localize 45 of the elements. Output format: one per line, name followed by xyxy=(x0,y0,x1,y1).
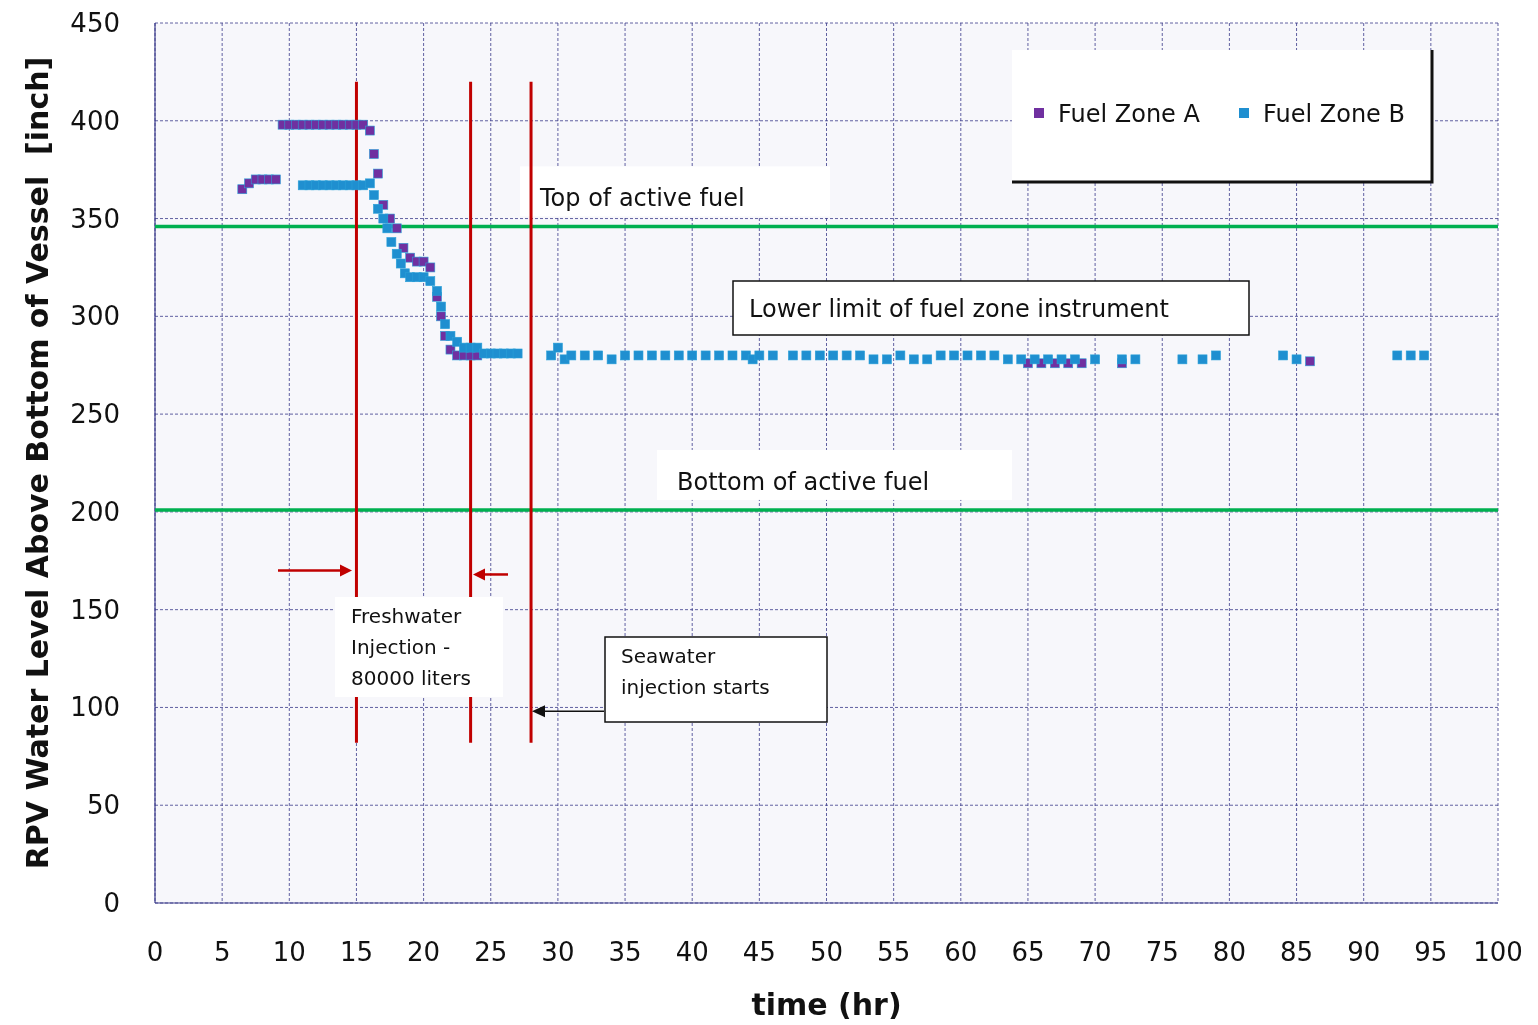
x-tick-label: 85 xyxy=(1280,937,1314,967)
note-box: Freshwater Injection - 80000 liters xyxy=(335,597,503,697)
annotation: Seawater injection starts xyxy=(621,644,770,699)
label-box: Bottom of active fuel xyxy=(657,449,1012,500)
x-tick-label: 60 xyxy=(944,937,978,967)
y-tick-label: 350 xyxy=(70,203,120,234)
x-tick-label: 25 xyxy=(474,937,508,967)
note-box: Lower limit of fuel zone instrument xyxy=(732,280,1250,336)
x-tick-label: 5 xyxy=(213,937,231,967)
y-tick-label: 200 xyxy=(70,496,120,527)
y-tick-label: 450 xyxy=(70,8,120,38)
x-tick-label: 75 xyxy=(1145,937,1179,967)
x-tick-label: 20 xyxy=(407,937,441,967)
y-tick-label: 0 xyxy=(103,888,120,918)
note-box: Seawater injection starts xyxy=(604,636,828,723)
annotation: Freshwater Injection - 80000 liters xyxy=(351,604,471,690)
annotation: Lower limit of fuel zone instrument xyxy=(749,295,1169,323)
x-tick-label: 70 xyxy=(1078,937,1112,967)
legend-label: Fuel Zone B xyxy=(1263,100,1405,128)
x-tick-label: 30 xyxy=(541,937,575,967)
x-tick-label: 50 xyxy=(809,937,844,967)
ref-line-label: Bottom of active fuel xyxy=(677,467,930,496)
legend-label: Fuel Zone A xyxy=(1058,100,1201,128)
x-tick-label: 55 xyxy=(877,937,911,967)
x-tick-label: 80 xyxy=(1212,937,1246,967)
y-axis-title: RPV Water Level Above Bottom of Vessel [inch] xyxy=(20,56,55,870)
y-tick-label: 100 xyxy=(70,692,120,723)
y-tick-label: 50 xyxy=(86,790,120,821)
x-tick-label: 40 xyxy=(675,937,709,967)
x-tick-label: 10 xyxy=(272,937,306,967)
x-tick-label: 65 xyxy=(1011,937,1045,967)
y-tick-label: 400 xyxy=(70,105,120,136)
x-tick-label: 100 xyxy=(1473,937,1523,967)
ref-line-label: Top of active fuel xyxy=(539,184,745,213)
x-tick-label: 95 xyxy=(1414,937,1448,967)
x-tick-label: 35 xyxy=(608,937,642,967)
x-tick-label: 0 xyxy=(146,937,164,967)
x-tick-label: 45 xyxy=(742,937,776,967)
y-tick-label: 300 xyxy=(70,301,120,332)
x-axis-title: time (hr) xyxy=(751,987,902,1022)
y-tick-label: 150 xyxy=(70,594,120,625)
y-tick-label: 250 xyxy=(70,399,120,430)
x-tick-label: 15 xyxy=(339,937,373,967)
x-tick-label: 90 xyxy=(1347,937,1381,967)
label-box: Top of active fuel xyxy=(520,166,830,217)
